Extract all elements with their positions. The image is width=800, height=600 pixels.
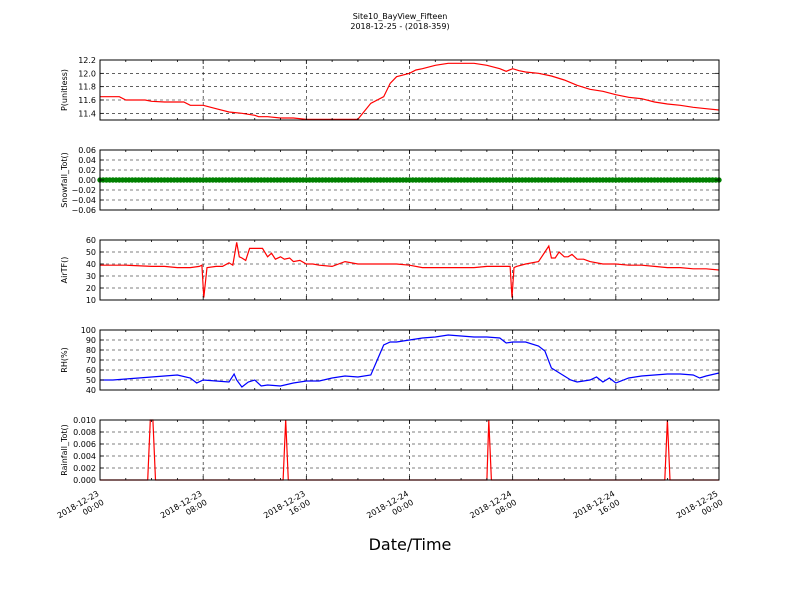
chart-title: Site10_BayView_Fifteen [353, 12, 448, 21]
y-tick-label: 90 [86, 336, 96, 345]
y-tick-label: 30 [86, 272, 96, 281]
y-tick-label: 60 [86, 236, 96, 245]
x-axis-label: Date/Time [369, 535, 452, 554]
y-tick-label: 60 [86, 366, 96, 375]
panel-3: 60 50 40 30 20 10 AirTF() [60, 236, 720, 305]
y-tick-label: −0.06 [71, 206, 96, 215]
y-tick-label: 80 [86, 346, 96, 355]
y-tick-label: 0.04 [78, 156, 96, 165]
chart-subtitle: 2018-12-25 - (2018-359) [350, 22, 449, 31]
y-tick-label: 11.6 [78, 96, 96, 105]
y-tick-label: 0.002 [73, 464, 96, 473]
y-axis-label: Rainfall_Tot() [60, 424, 69, 476]
panel-1: 12.2 12.0 11.8 11.6 11.4 P(unitless) [60, 56, 720, 121]
y-axis-label: RH(%) [60, 347, 69, 372]
chart-panels: 12.212.011.811.611.4P(unitless)0.060.040… [60, 56, 722, 485]
y-tick-label: 70 [86, 356, 96, 365]
y-tick-label: 0.006 [73, 440, 96, 449]
y-axis-label: AirTF() [60, 257, 69, 284]
y-tick-label: 0.010 [73, 416, 96, 425]
y-tick-label: 0.008 [73, 428, 96, 437]
y-tick-label: 40 [86, 386, 96, 395]
series-line [100, 62, 720, 120]
y-tick-label: 50 [86, 248, 96, 257]
y-tick-label: 100 [81, 326, 96, 335]
panel-5: 0.010 0.008 0.006 0.004 0.002 0.000 Rainfall_T… [60, 416, 720, 485]
y-tick-label: 0.000 [73, 476, 96, 485]
panel-2: 0.060.040.020.00−0.02−0.04−0.06Snowfall_… [60, 146, 722, 215]
y-tick-label: 40 [86, 260, 96, 269]
y-tick-label: 0.06 [78, 146, 96, 155]
y-axis-label: Snowfall_Tot() [60, 152, 69, 208]
y-tick-label: −0.04 [71, 196, 96, 205]
y-tick-label: 20 [86, 284, 96, 293]
y-tick-label: −0.02 [71, 186, 96, 195]
y-axis-label: P(unitless) [60, 69, 69, 111]
y-tick-label: 12.2 [78, 56, 96, 65]
series-line [100, 242, 720, 298]
y-tick-label: 0.00 [78, 176, 96, 185]
y-tick-label: 50 [86, 376, 96, 385]
series-line [100, 334, 720, 388]
y-tick-label: 11.4 [78, 109, 96, 118]
y-tick-label: 12.0 [78, 69, 96, 78]
y-tick-label: 10 [86, 296, 96, 305]
y-tick-label: 0.004 [73, 452, 96, 461]
y-tick-label: 0.02 [78, 166, 96, 175]
y-tick-label: 11.8 [78, 83, 96, 92]
